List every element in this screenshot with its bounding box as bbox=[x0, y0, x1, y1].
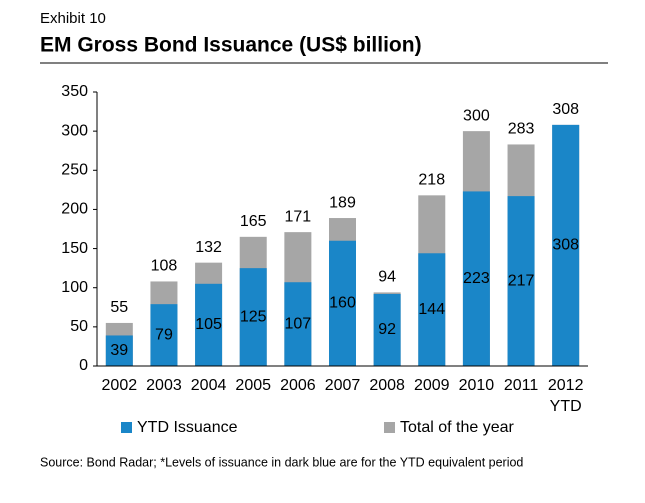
value-label: 300 bbox=[463, 107, 490, 124]
value-label: 125 bbox=[240, 308, 267, 325]
y-tick-label: 250 bbox=[61, 162, 88, 179]
value-label: 308 bbox=[552, 101, 579, 118]
value-label: 108 bbox=[151, 258, 178, 275]
bar bbox=[552, 124, 580, 366]
y-tick-label: 50 bbox=[70, 318, 88, 335]
value-label: 105 bbox=[195, 316, 222, 333]
y-tick-label: 150 bbox=[61, 240, 88, 257]
legend-swatch bbox=[384, 422, 395, 433]
x-tick-label: 2010 bbox=[459, 377, 495, 394]
x-tick-label: 2006 bbox=[280, 377, 316, 394]
x-tick-label: 2002 bbox=[102, 377, 138, 394]
legend-label: Total of the year bbox=[400, 419, 515, 436]
legend-swatch bbox=[121, 422, 132, 433]
bar bbox=[150, 304, 178, 366]
bar bbox=[329, 240, 356, 366]
x-tick-label: 2003 bbox=[146, 377, 182, 394]
bar bbox=[284, 282, 312, 366]
x-tick-label: 2008 bbox=[369, 377, 405, 394]
y-tick-label: 0 bbox=[79, 357, 88, 374]
y-tick-label: 350 bbox=[61, 83, 88, 100]
bar bbox=[462, 191, 490, 366]
value-label: 165 bbox=[240, 213, 267, 230]
bar bbox=[195, 283, 223, 366]
value-label: 92 bbox=[378, 321, 396, 338]
x-tick-label: 2009 bbox=[414, 377, 450, 394]
source-note: Source: Bond Radar; *Levels of issuance … bbox=[40, 455, 523, 469]
x-tick-label: 2005 bbox=[235, 377, 271, 394]
x-tick-label: 2012 YTD bbox=[548, 377, 584, 415]
value-label: 144 bbox=[418, 301, 445, 318]
value-label: 189 bbox=[329, 194, 356, 211]
value-label: 107 bbox=[285, 315, 312, 332]
bar bbox=[418, 253, 446, 366]
value-label: 218 bbox=[418, 172, 445, 189]
value-label: 160 bbox=[329, 295, 356, 312]
value-label: 308 bbox=[552, 237, 579, 254]
y-tick-label: 300 bbox=[61, 122, 88, 139]
y-tick-label: 100 bbox=[61, 279, 88, 296]
x-tick-label: 2011 bbox=[504, 377, 539, 394]
x-tick-label: 2004 bbox=[191, 377, 227, 394]
value-label: 223 bbox=[463, 270, 490, 287]
x-tick-label: 2007 bbox=[325, 377, 361, 394]
value-label: 79 bbox=[155, 326, 173, 343]
exhibit-label: Exhibit 10 bbox=[40, 10, 106, 27]
value-label: 55 bbox=[110, 299, 128, 316]
value-label: 283 bbox=[508, 121, 535, 138]
bar bbox=[105, 335, 133, 366]
bar bbox=[373, 293, 401, 366]
y-tick-label: 200 bbox=[61, 201, 88, 218]
value-label: 171 bbox=[285, 208, 312, 225]
value-label: 217 bbox=[508, 272, 535, 289]
bar bbox=[239, 268, 267, 366]
value-label: 132 bbox=[195, 239, 222, 256]
legend-label: YTD Issuance bbox=[137, 419, 238, 436]
bar bbox=[507, 196, 535, 366]
chart-title: EM Gross Bond Issuance (US$ billion) bbox=[40, 34, 422, 57]
value-label: 39 bbox=[110, 342, 128, 359]
value-label: 94 bbox=[378, 269, 396, 286]
